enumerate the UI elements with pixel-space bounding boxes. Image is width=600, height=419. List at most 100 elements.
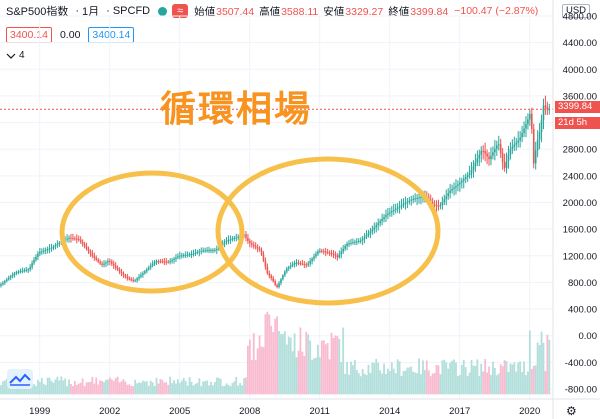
candle-body bbox=[480, 150, 483, 155]
candle-body bbox=[245, 234, 247, 238]
candle-body bbox=[525, 124, 527, 129]
volume-bar bbox=[95, 377, 98, 395]
candle-body bbox=[9, 276, 12, 278]
volume-bar bbox=[227, 384, 230, 395]
volume-bar bbox=[285, 344, 288, 395]
volume-bar bbox=[396, 359, 399, 395]
volume-bar bbox=[330, 332, 333, 395]
volume-bar bbox=[507, 371, 510, 395]
candle-body bbox=[305, 264, 308, 266]
candle-body bbox=[181, 255, 183, 257]
volume-bar bbox=[56, 376, 59, 395]
candle-body bbox=[369, 231, 372, 234]
candle-body bbox=[340, 251, 343, 255]
volume-bar bbox=[136, 383, 138, 395]
volume-bar bbox=[344, 373, 347, 395]
volume-bar bbox=[194, 383, 197, 395]
volume-bar bbox=[200, 385, 203, 395]
candle-body bbox=[74, 238, 76, 240]
currency-label[interactable]: USD bbox=[562, 4, 590, 18]
volume-bar bbox=[305, 331, 308, 395]
candle-body bbox=[188, 254, 191, 256]
source-label[interactable]: SPCFD bbox=[112, 5, 151, 17]
candle-body bbox=[457, 184, 459, 186]
candle-body bbox=[33, 260, 35, 264]
volume-bar bbox=[126, 384, 129, 395]
volume-bar bbox=[114, 378, 117, 395]
candle-body bbox=[517, 140, 519, 143]
volume-bar bbox=[151, 382, 154, 395]
candle-body bbox=[206, 250, 208, 252]
volume-bar bbox=[400, 376, 403, 395]
volume-bar bbox=[110, 379, 113, 395]
volume-bar bbox=[425, 360, 428, 395]
volume-bar bbox=[394, 373, 397, 395]
candle-body bbox=[435, 205, 438, 207]
candle-body bbox=[142, 273, 144, 275]
candle-body bbox=[338, 254, 341, 258]
candle-body bbox=[149, 265, 152, 268]
candle-body bbox=[375, 225, 378, 228]
candle-body bbox=[42, 250, 45, 252]
x-tick-label: 2002 bbox=[99, 406, 120, 417]
indicator-toggle[interactable]: 4 bbox=[6, 50, 25, 61]
volume-bar bbox=[54, 379, 57, 395]
gear-icon[interactable]: ⚙ bbox=[566, 404, 577, 418]
volume-bar bbox=[171, 383, 173, 395]
candle-body bbox=[287, 267, 290, 269]
candle-body bbox=[286, 268, 288, 272]
volume-bar bbox=[490, 374, 492, 395]
volume-bar bbox=[297, 350, 300, 395]
annotation-circle-1 bbox=[59, 170, 245, 294]
candle-body bbox=[214, 249, 216, 251]
volume-bar bbox=[418, 358, 420, 395]
overlay-title: 循環相場 bbox=[160, 89, 313, 130]
volume-bar bbox=[48, 377, 51, 395]
candle-body bbox=[15, 272, 18, 274]
candle-body bbox=[87, 248, 90, 251]
candle-body bbox=[412, 198, 414, 200]
candle-body bbox=[27, 269, 29, 271]
tradingview-logo[interactable] bbox=[7, 369, 33, 389]
candle-body bbox=[538, 132, 541, 140]
interval-label[interactable]: 1月 bbox=[82, 6, 100, 18]
volume-bar bbox=[93, 383, 96, 395]
y-tick-label: 2000.00 bbox=[563, 198, 597, 209]
volume-bar bbox=[328, 359, 331, 395]
candle-body bbox=[527, 119, 529, 125]
x-tick-label: 2020 bbox=[519, 406, 540, 417]
ohlc-close: 終値3399.84 bbox=[388, 5, 449, 18]
wave-icon[interactable]: ≈ bbox=[172, 4, 189, 18]
volume-bar bbox=[184, 381, 187, 395]
candle-body bbox=[192, 253, 195, 255]
volume-bar bbox=[342, 327, 345, 395]
chart-header: S&P500指数 · 1月 · SPCFD ≈ 始値3507.44 高値3588… bbox=[0, 0, 556, 22]
candle-body bbox=[293, 263, 296, 265]
candle-body bbox=[231, 238, 234, 240]
candle-body bbox=[357, 240, 360, 242]
volume-bar bbox=[340, 362, 343, 395]
candle-body bbox=[136, 278, 138, 281]
candle-body bbox=[519, 137, 521, 141]
volume-bar bbox=[245, 377, 247, 395]
volume-bar bbox=[322, 340, 325, 395]
volume-bar bbox=[272, 332, 275, 395]
candle-body bbox=[459, 182, 461, 185]
volume-bar bbox=[509, 363, 512, 395]
candle-body bbox=[470, 170, 473, 174]
candle-body bbox=[254, 245, 257, 248]
candle-body bbox=[11, 274, 14, 277]
candle-body bbox=[126, 276, 129, 279]
volume-bar bbox=[307, 334, 310, 395]
candle-body bbox=[272, 278, 274, 282]
candle-body bbox=[414, 198, 416, 200]
candle-body bbox=[54, 245, 57, 247]
symbol-name[interactable]: S&P500指数 bbox=[6, 6, 69, 18]
x-tick-label: 2008 bbox=[239, 406, 260, 417]
candle-body bbox=[99, 261, 101, 264]
chevron-down-icon[interactable] bbox=[6, 52, 16, 60]
volume-bar bbox=[534, 365, 537, 395]
volume-bar bbox=[190, 381, 193, 395]
volume-bar bbox=[388, 371, 391, 395]
